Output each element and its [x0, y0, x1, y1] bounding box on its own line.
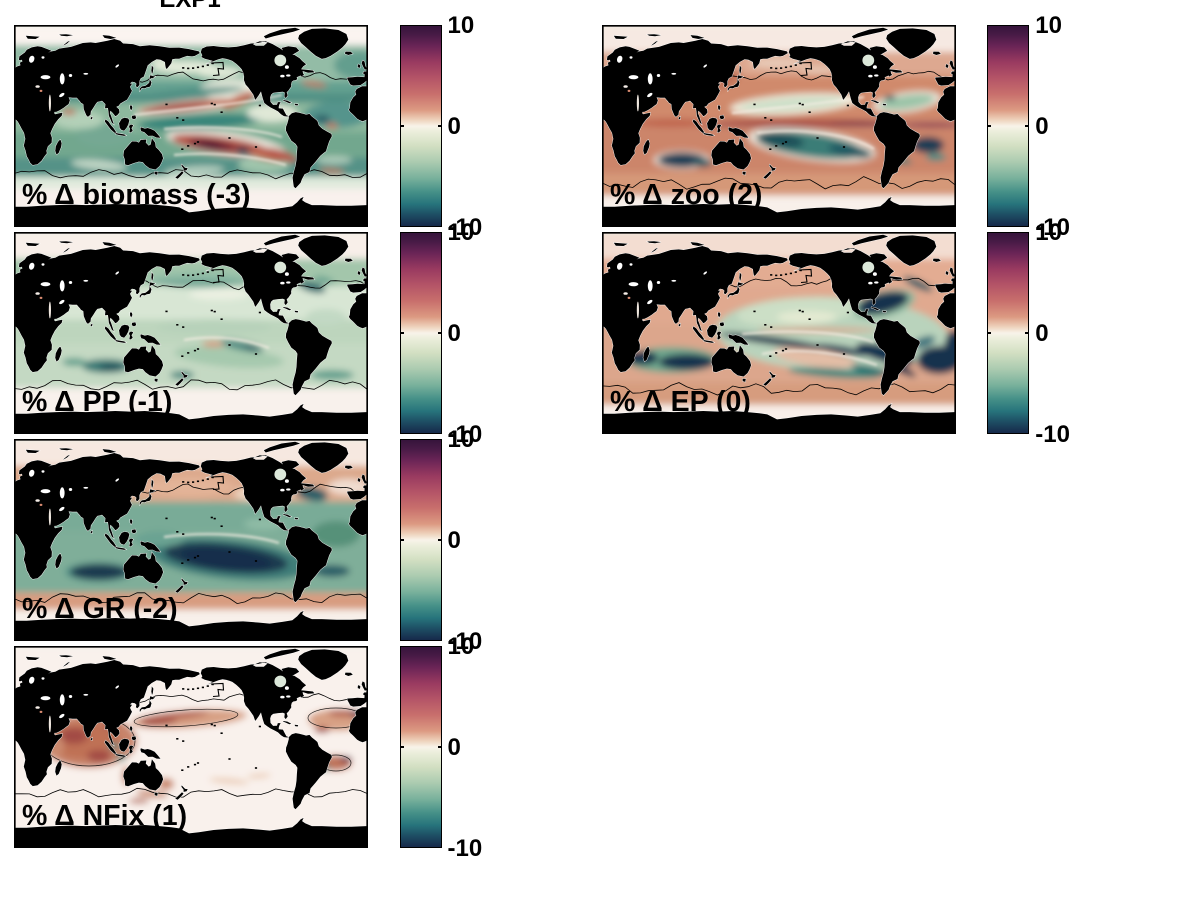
svg-text:% Δ zoo (2): % Δ zoo (2) — [610, 179, 762, 211]
svg-text:% Δ GR (-2): % Δ GR (-2) — [22, 593, 178, 625]
svg-text:% Δ NFix (1): % Δ NFix (1) — [22, 800, 187, 832]
svg-text:% Δ EP (0): % Δ EP (0) — [610, 386, 751, 418]
svg-text:% Δ PP (-1): % Δ PP (-1) — [22, 386, 172, 418]
svg-text:% Δ biomass (-3): % Δ biomass (-3) — [22, 179, 250, 211]
